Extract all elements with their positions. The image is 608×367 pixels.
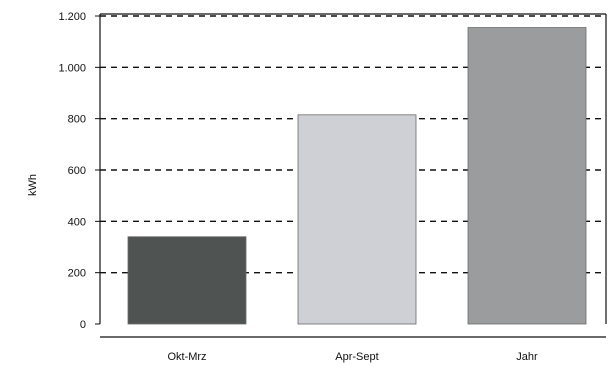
bar-apr-sept bbox=[297, 114, 417, 325]
bar-okt-mrz bbox=[127, 236, 247, 325]
x-category-label: Okt-Mrz bbox=[167, 351, 206, 363]
y-tick-label: 1.200 bbox=[58, 11, 86, 23]
x-category-label: Jahr bbox=[516, 351, 538, 363]
y-tick-label: 800 bbox=[68, 114, 86, 126]
y-tick-label: 200 bbox=[68, 268, 86, 280]
x-category-labels: Okt-Mrz Apr-Sept Jahr bbox=[167, 351, 538, 363]
y-tick-label: 1.000 bbox=[58, 62, 86, 74]
axes bbox=[95, 13, 607, 338]
bars bbox=[127, 27, 587, 325]
bar-jahr bbox=[467, 27, 587, 325]
y-tick-label: 400 bbox=[68, 216, 86, 228]
y-axis-label: kWh bbox=[27, 174, 39, 196]
y-tick-label: 600 bbox=[68, 165, 86, 177]
x-category-label: Apr-Sept bbox=[335, 351, 378, 363]
y-tick-labels: 0 200 400 600 800 1.000 1.200 bbox=[58, 11, 86, 331]
y-tick-label: 0 bbox=[80, 319, 86, 331]
